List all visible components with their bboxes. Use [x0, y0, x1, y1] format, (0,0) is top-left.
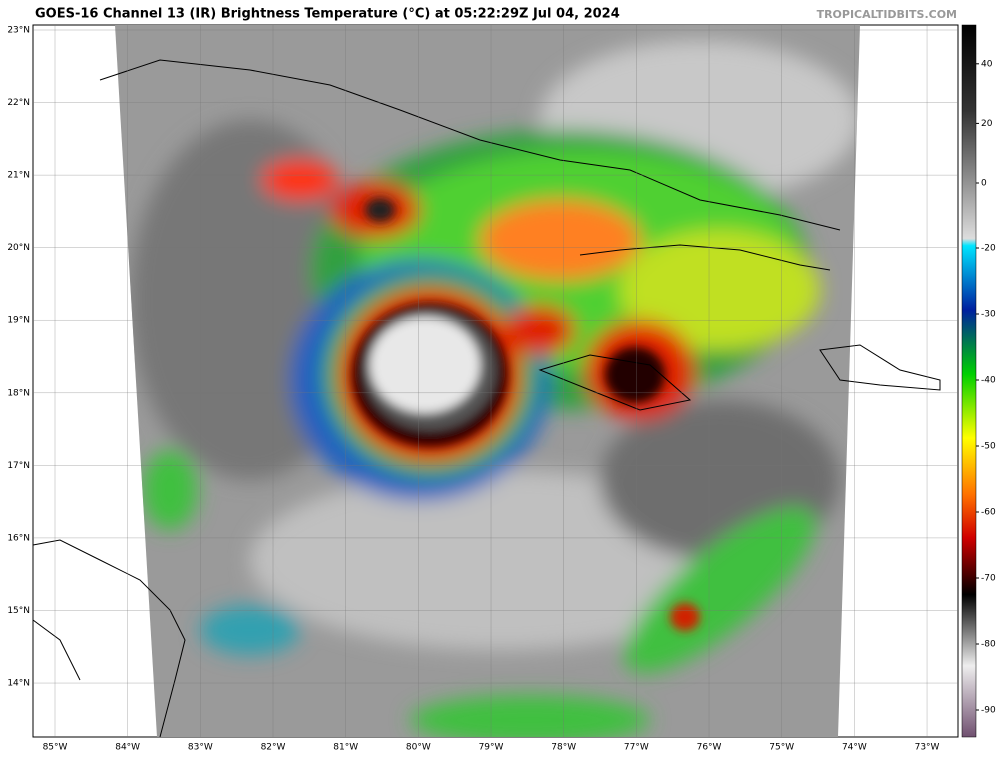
lon-label: 76°W — [697, 743, 722, 753]
title: GOES-16 Channel 13 (IR) Brightness Tempe… — [35, 7, 620, 22]
lat-label: 18°N — [7, 388, 30, 398]
lon-label: 81°W — [333, 743, 358, 753]
colorbar-tick-label: 20 — [981, 119, 993, 129]
colorbar-tick-label: -20 — [981, 244, 996, 254]
colorbar-tick-label: -40 — [981, 376, 996, 386]
lon-label: 73°W — [915, 743, 940, 753]
colorbar — [961, 24, 977, 738]
satellite-image — [115, 25, 860, 737]
lon-label: 77°W — [624, 743, 649, 753]
lon-label: 74°W — [842, 743, 867, 753]
lat-label: 20°N — [7, 243, 30, 253]
lat-label: 21°N — [7, 171, 30, 181]
colorbar-tick-label: -70 — [981, 574, 996, 584]
colorbar-tick-label: -50 — [981, 442, 996, 452]
colorbar-tick-label: -30 — [981, 310, 996, 320]
lon-label: 78°W — [551, 743, 576, 753]
lat-label: 19°N — [7, 316, 30, 326]
colorbar-tick-label: 40 — [981, 59, 993, 69]
lon-label: 75°W — [769, 743, 794, 753]
lon-label: 79°W — [479, 743, 504, 753]
lat-label: 22°N — [7, 98, 30, 108]
colorbar-tick-label: 0 — [981, 179, 987, 189]
lat-label: 16°N — [7, 533, 30, 543]
lat-label: 23°N — [7, 26, 30, 36]
lon-label: 82°W — [261, 743, 286, 753]
lon-label: 83°W — [188, 743, 213, 753]
lat-label: 17°N — [7, 461, 30, 471]
colorbar-tick-label: -60 — [981, 508, 996, 518]
credit: TROPICALTIDBITS.COM — [817, 8, 957, 21]
colorbar-tick-label: -90 — [981, 706, 996, 716]
lon-label: 84°W — [115, 743, 140, 753]
lat-label: 14°N — [7, 679, 30, 689]
lat-label: 15°N — [7, 606, 30, 616]
colorbar-tick-label: -80 — [981, 640, 996, 650]
lon-label: 80°W — [406, 743, 431, 753]
lon-label: 85°W — [43, 743, 68, 753]
